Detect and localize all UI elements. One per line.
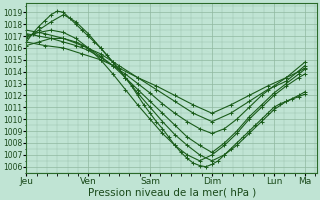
X-axis label: Pression niveau de la mer( hPa ): Pression niveau de la mer( hPa )	[88, 187, 256, 197]
